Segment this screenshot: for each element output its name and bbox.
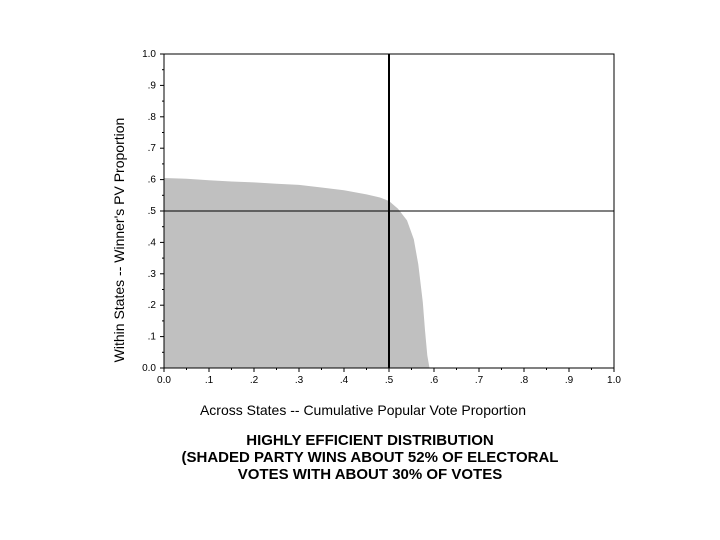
x-tick-label: .2: [250, 375, 259, 386]
y-tick-label: .8: [148, 112, 157, 123]
x-tick-label: .7: [475, 375, 484, 386]
y-tick-label: .1: [148, 332, 157, 343]
shaded-area: [164, 178, 430, 368]
caption-line-2: (SHADED PARTY WINS ABOUT 52% OF ELECTORA…: [181, 449, 559, 466]
y-axis-title: Within States -- Winner's PV Proportion: [111, 118, 127, 363]
caption-line-1: HIGHLY EFFICIENT DISTRIBUTION: [246, 432, 494, 449]
caption-line-3: VOTES WITH ABOUT 30% OF VOTES: [237, 466, 503, 483]
x-axis-title: Across States -- Cumulative Popular Vote…: [200, 402, 526, 418]
y-tick-label: 1.0: [142, 49, 156, 60]
axis-tick-labels: 0.0 .1 .2 .3 .4 .5 .6 .7 .8 .9 1.0 0.0 .1 .2 .3 .4 .5 .6.…: [142, 49, 621, 386]
x-tick-label: .9: [565, 375, 574, 386]
y-tick-label: .7: [148, 143, 157, 154]
y-tick-label: .9: [148, 80, 157, 91]
x-tick-label: .5: [385, 375, 394, 386]
x-tick-label: 1.0: [607, 375, 621, 386]
y-tick-label: .5: [148, 206, 157, 217]
axis-ticks: [160, 53, 615, 372]
x-tick-label: .6: [430, 375, 439, 386]
y-tick-label: .4: [148, 237, 157, 248]
y-tick-label: .3: [148, 269, 157, 280]
chart-caption: HIGHLY EFFICIENT DISTRIBUTION (SHADED PA…: [100, 432, 640, 483]
x-tick-label: 0.0: [157, 375, 171, 386]
x-tick-label: .4: [340, 375, 349, 386]
y-tick-label: .6: [148, 175, 157, 186]
y-tick-label: 0.0: [142, 363, 156, 374]
x-tick-label: .8: [520, 375, 529, 386]
x-tick-label: .3: [295, 375, 304, 386]
chart-svg: 0.0 .1 .2 .3 .4 .5 .6 .7 .8 .9 1.0 0.0 .1 .2 .3 .4 .5 .6.…: [111, 49, 621, 418]
x-tick-label: .1: [205, 375, 214, 386]
y-tick-label: .2: [148, 300, 157, 311]
